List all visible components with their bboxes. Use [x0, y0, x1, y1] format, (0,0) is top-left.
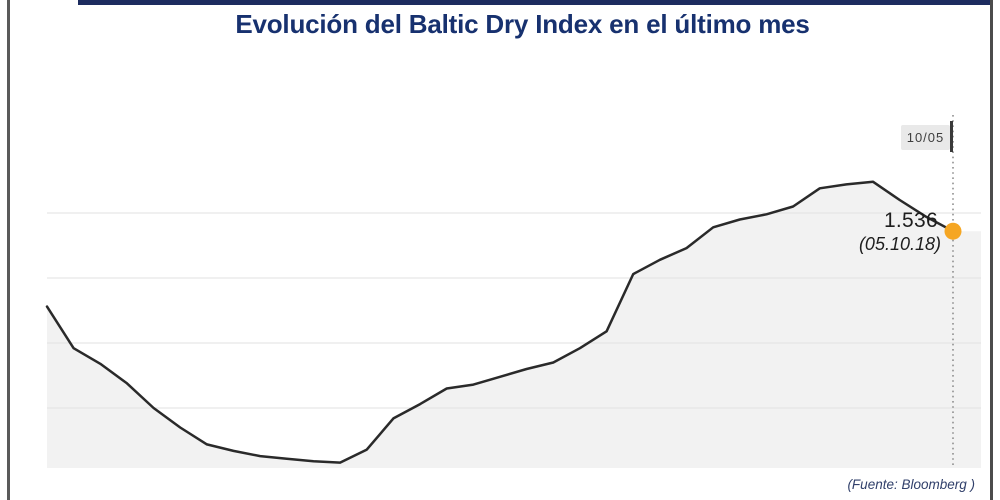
crosshair-cursor-tick: [950, 121, 953, 152]
right-frame-border: [990, 0, 993, 500]
chart-title: Evolución del Baltic Dry Index en el últ…: [235, 9, 810, 39]
price-line: [45, 180, 955, 464]
left-frame-border: [7, 0, 10, 500]
top-accent-bar: [78, 0, 990, 5]
last-date-label: (05.10.18): [858, 234, 941, 254]
area-fill: [47, 181, 981, 469]
last-point-marker: [944, 222, 962, 240]
crosshair-date-label: 10/05: [901, 125, 950, 150]
last-value-label: 1.536: [883, 209, 938, 232]
source-attribution: (Fuente: Bloomberg ): [847, 477, 975, 492]
